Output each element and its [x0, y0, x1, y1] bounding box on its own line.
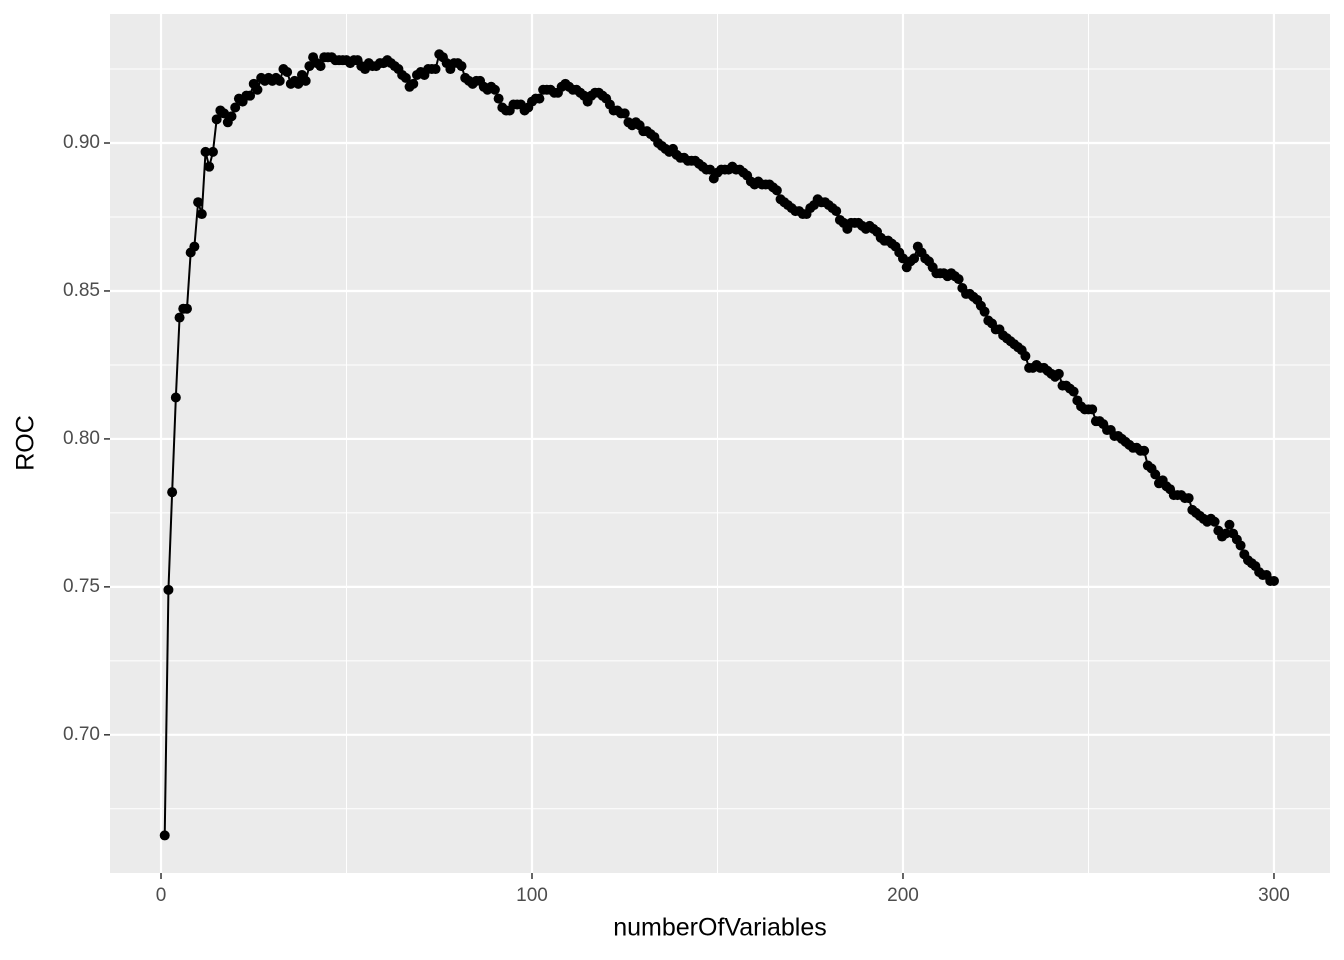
data-point [189, 241, 200, 252]
y-tick-label: 0.85 [63, 280, 100, 301]
data-point [163, 584, 174, 595]
data-point [274, 75, 285, 86]
data-point [953, 274, 964, 285]
data-point [226, 111, 237, 122]
data-point [159, 830, 170, 841]
data-point [1235, 540, 1246, 551]
data-point [619, 108, 630, 119]
y-tick-label: 0.75 [63, 576, 100, 597]
data-point [1209, 516, 1220, 527]
data-point [1087, 404, 1098, 415]
data-point [245, 90, 256, 101]
data-point [909, 253, 920, 264]
data-point [167, 487, 178, 498]
data-point [456, 61, 467, 72]
data-point [1183, 493, 1194, 504]
data-point [534, 93, 545, 104]
data-point [230, 102, 241, 113]
data-point [174, 312, 185, 323]
data-point [196, 209, 207, 220]
data-point [400, 72, 411, 83]
data-point [493, 93, 504, 104]
data-point [1053, 368, 1064, 379]
data-point [200, 146, 211, 157]
data-point [193, 197, 204, 208]
data-point [211, 114, 222, 125]
x-tick-label: 0 [156, 885, 167, 906]
data-point [170, 392, 181, 403]
data-point [1139, 445, 1150, 456]
data-point [1020, 351, 1031, 362]
data-point [1268, 575, 1279, 586]
x-axis-title: numberOfVariables [613, 914, 827, 942]
data-point [831, 206, 842, 217]
data-point [771, 185, 782, 196]
data-point [1220, 528, 1231, 539]
y-tick-label: 0.70 [63, 724, 100, 745]
data-point [1224, 519, 1235, 530]
data-point [1068, 386, 1079, 397]
data-point [1150, 469, 1161, 480]
x-tick-label: 100 [516, 885, 548, 906]
data-point [204, 161, 215, 172]
y-tick-label: 0.80 [63, 428, 100, 449]
data-point [430, 64, 441, 75]
data-point [207, 146, 218, 157]
data-point [979, 306, 990, 317]
data-point [252, 84, 263, 95]
data-point [300, 75, 311, 86]
data-point [282, 66, 293, 77]
data-point [408, 78, 419, 89]
data-point [181, 303, 192, 314]
x-tick-label: 200 [887, 885, 919, 906]
y-tick-label: 0.90 [63, 132, 100, 153]
x-tick-label: 300 [1258, 885, 1290, 906]
y-axis-title: ROC [12, 415, 40, 471]
data-point [489, 84, 500, 95]
data-point [315, 61, 326, 72]
